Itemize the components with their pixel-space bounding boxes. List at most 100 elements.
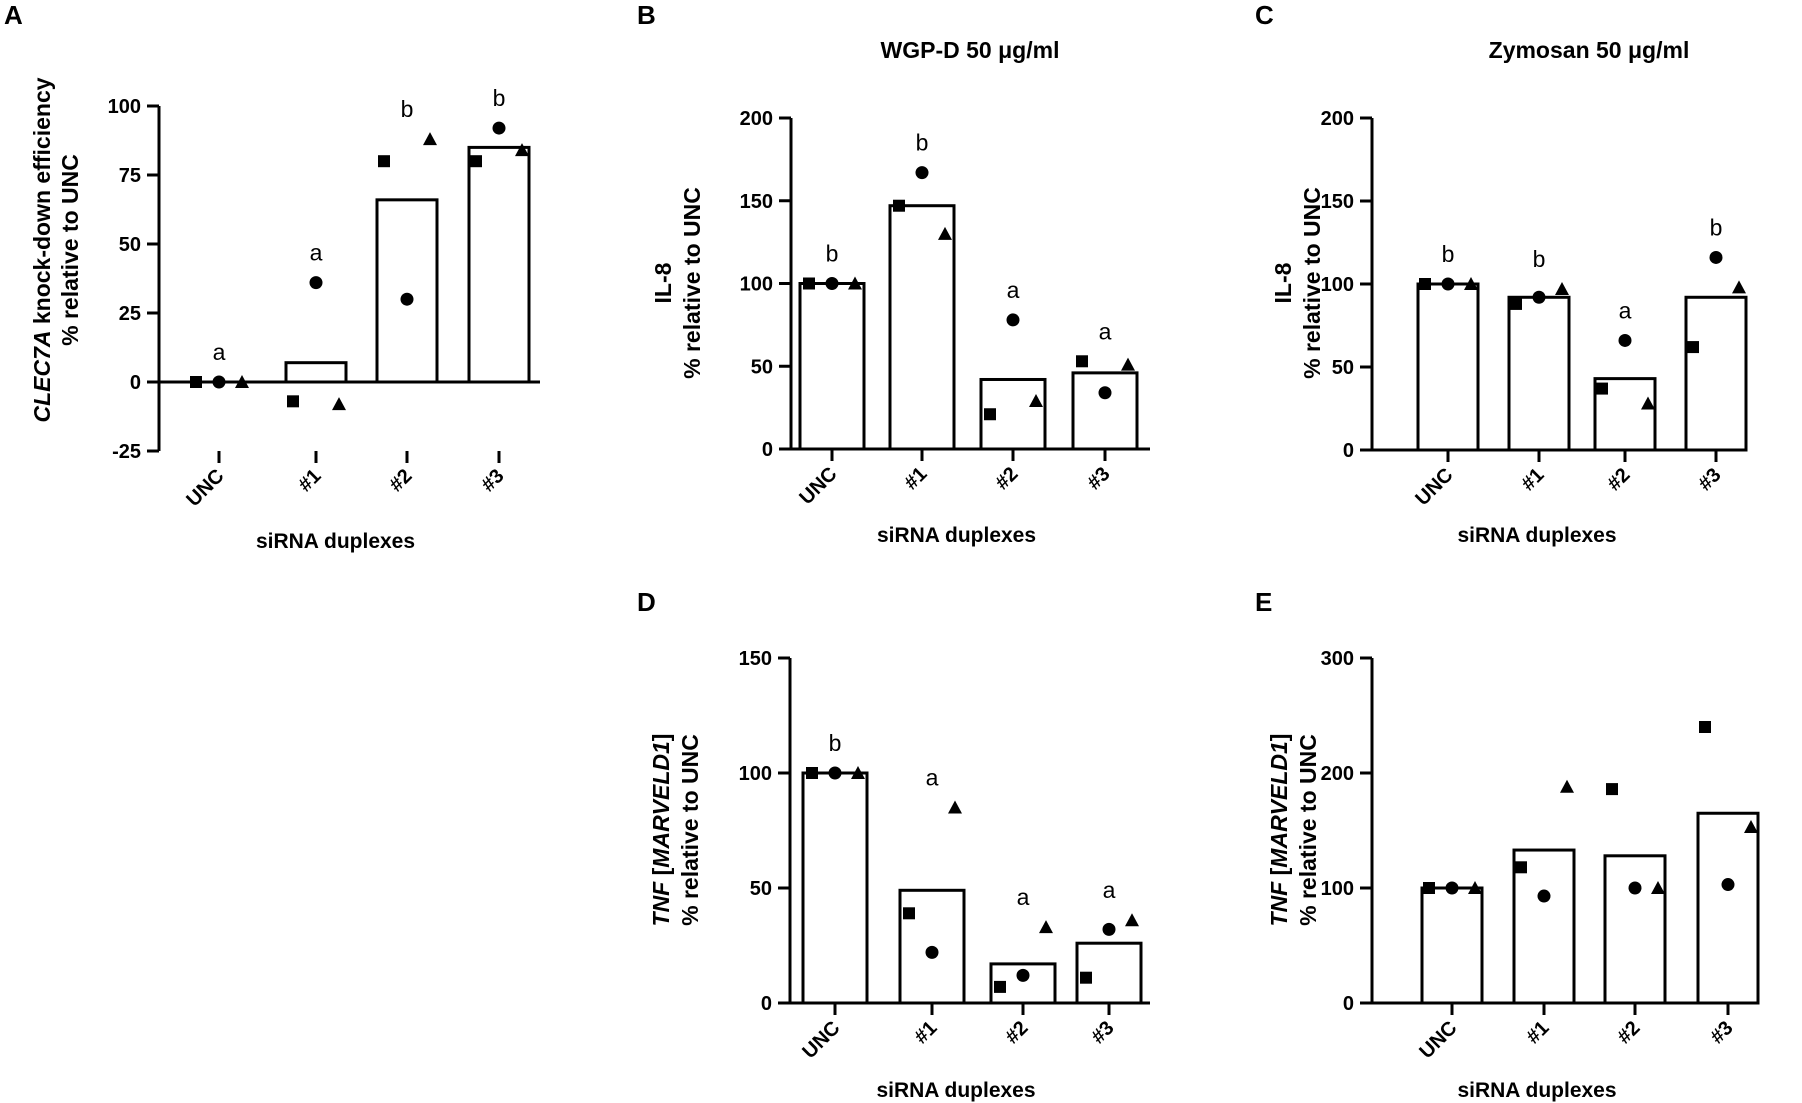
y-axis-label-part: TNF xyxy=(1266,881,1292,927)
x-tick-label: #1 xyxy=(900,463,931,494)
y-axis-label: IL-8 xyxy=(650,262,676,303)
panel-letter: E xyxy=(1255,587,1272,617)
y-axis-label: CLEC7A knock-down efficiency xyxy=(29,77,55,422)
point-square xyxy=(1515,861,1527,874)
y-tick-label: 100 xyxy=(1321,878,1354,900)
y-axis-label: % relative to UNC xyxy=(679,187,705,379)
bar xyxy=(1507,295,1571,452)
y-tick-label: 100 xyxy=(108,96,141,118)
significance-label: a xyxy=(1103,877,1116,903)
point-square xyxy=(1080,971,1092,984)
point-triangle xyxy=(1651,881,1665,894)
x-tick-label: #3 xyxy=(1706,1017,1737,1048)
y-tick-label: 200 xyxy=(740,108,773,130)
point-square xyxy=(190,376,202,388)
significance-label: b xyxy=(826,241,839,267)
x-tick-label: #3 xyxy=(477,465,508,496)
y-tick-label: 300 xyxy=(1321,648,1354,670)
panel-d: D 0 50 100 150 UNC b #1 a #2 a #3 a siRNA duplexes TNF… xyxy=(637,587,1150,1102)
bar xyxy=(1684,295,1748,452)
panel-letter: D xyxy=(637,587,656,617)
x-tick-label: #3 xyxy=(1694,464,1725,495)
point-square xyxy=(903,907,915,920)
y-tick-label: 200 xyxy=(1321,763,1354,785)
x-tick-label: #2 xyxy=(385,465,416,496)
point-circle xyxy=(1709,250,1723,264)
y-axis-label-part: % relative to UNC xyxy=(679,187,705,379)
point-triangle xyxy=(515,143,529,157)
x-tick-label: #2 xyxy=(1603,464,1634,495)
point-square xyxy=(1699,721,1711,733)
x-tick-label: UNC xyxy=(1411,464,1457,510)
point-square xyxy=(1419,278,1431,290)
y-axis-label: % relative to UNC xyxy=(677,734,703,926)
point-square xyxy=(1596,382,1608,395)
bar xyxy=(1416,282,1480,452)
y-axis-label-part: knock-down efficiency xyxy=(29,77,55,330)
point-triangle xyxy=(848,276,862,290)
point-triangle xyxy=(332,397,346,411)
y-tick-label: 0 xyxy=(130,372,141,394)
point-triangle xyxy=(1555,281,1569,295)
panel-letter: B xyxy=(637,0,656,30)
significance-label: b xyxy=(401,96,414,122)
x-tick-label: UNC xyxy=(798,1017,844,1063)
y-tick-label: 75 xyxy=(119,165,141,187)
y-tick-label: 0 xyxy=(1343,993,1354,1015)
point-square xyxy=(806,767,818,779)
bar xyxy=(1696,811,1760,1005)
bar xyxy=(284,361,348,384)
x-tick-label: #1 xyxy=(910,1017,941,1048)
significance-label: b xyxy=(493,85,506,111)
x-tick-label: #1 xyxy=(294,465,325,496)
y-tick-label: 200 xyxy=(1321,108,1354,130)
y-tick-label: 100 xyxy=(1321,274,1354,296)
y-tick-label: 150 xyxy=(740,191,773,213)
panel-c: C Zymosan 50 μg/ml 0 50 100 150 200 UNC b #1 b #2 a #… xyxy=(1255,0,1748,547)
x-tick-label: UNC xyxy=(1415,1017,1461,1063)
point-triangle xyxy=(1744,820,1758,834)
significance-label: a xyxy=(1099,318,1112,344)
point-triangle xyxy=(1121,357,1135,371)
x-tick-label: UNC xyxy=(795,463,841,509)
panel-letter: C xyxy=(1255,0,1274,30)
point-square xyxy=(803,277,815,290)
significance-label: b xyxy=(1442,241,1455,267)
y-axis-label: % relative to UNC xyxy=(57,154,83,346)
y-axis-label-part: ] xyxy=(648,734,674,742)
point-square xyxy=(1687,341,1699,354)
y-tick-label: 50 xyxy=(119,234,141,256)
y-tick-label: 150 xyxy=(739,648,772,670)
point-square xyxy=(287,395,299,408)
x-axis-label: siRNA duplexes xyxy=(877,524,1036,547)
point-circle xyxy=(1618,333,1632,347)
chart-title: Zymosan 50 μg/ml xyxy=(1489,37,1690,63)
point-circle xyxy=(492,121,506,135)
point-triangle xyxy=(948,800,962,814)
x-tick-label: #3 xyxy=(1083,463,1114,494)
point-circle xyxy=(828,766,842,780)
y-axis-label-part: ] xyxy=(1266,734,1292,742)
point-triangle xyxy=(1560,779,1574,793)
y-axis-label-part: IL-8 xyxy=(650,262,676,303)
significance-label: b xyxy=(1533,246,1546,272)
x-axis-label: siRNA duplexes xyxy=(256,530,415,553)
significance-label: a xyxy=(1007,277,1020,303)
y-tick-label: -25 xyxy=(112,441,141,463)
y-tick-label: 50 xyxy=(751,356,773,378)
y-tick-label: 50 xyxy=(1332,357,1354,379)
point-circle xyxy=(1537,889,1551,903)
significance-label: b xyxy=(829,730,842,756)
y-axis-label-part: % relative to UNC xyxy=(677,734,703,926)
y-axis-label-part: [ xyxy=(648,867,674,881)
chart-title: WGP-D 50 μg/ml xyxy=(881,37,1060,63)
point-square xyxy=(1076,355,1088,368)
significance-label: b xyxy=(916,130,929,156)
bar xyxy=(1512,848,1576,1005)
x-axis-label: siRNA duplexes xyxy=(876,1079,1035,1102)
y-tick-label: 0 xyxy=(761,993,772,1015)
point-circle xyxy=(1006,313,1020,327)
y-tick-label: 50 xyxy=(750,878,772,900)
point-circle xyxy=(212,375,226,389)
